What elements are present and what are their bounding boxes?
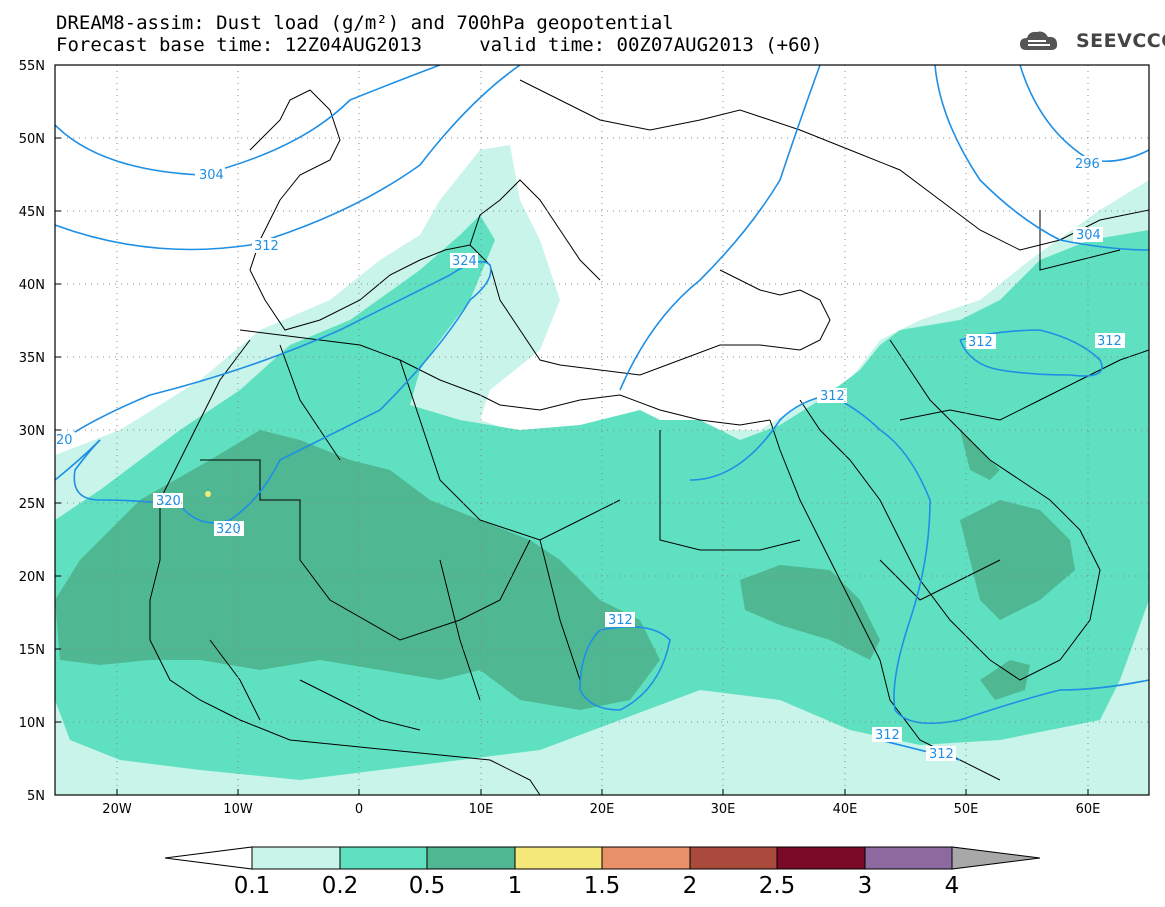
lon-label: 40E <box>833 802 858 817</box>
lat-label: 25N <box>19 497 45 512</box>
contour-labels: 304 312 324 20 320 320 312 312 312 312 3… <box>55 156 1125 762</box>
colorbar-swatch <box>601 846 691 870</box>
map-subtitle: Forecast base time: 12Z04AUG2013 valid t… <box>56 34 823 56</box>
lon-label: 20E <box>590 802 615 817</box>
contour-label: 20 <box>56 433 73 448</box>
contour-label: 312 <box>254 239 279 254</box>
cloud-logo-icon <box>1020 31 1058 50</box>
colorbar-under-arrow <box>164 846 253 870</box>
dust-region-high <box>55 430 660 710</box>
lat-label: 50N <box>19 132 45 147</box>
contour-label: 312 <box>968 335 993 350</box>
colorbar-swatch <box>689 846 778 870</box>
lon-label: 30E <box>711 802 736 817</box>
colorbar-swatch <box>864 846 953 870</box>
lat-label: 30N <box>19 424 45 439</box>
graticule <box>55 65 1149 795</box>
colorbar-swatch <box>339 846 428 870</box>
colorbar-label: 2.5 <box>759 873 796 899</box>
colorbar-swatch <box>514 846 603 870</box>
contour-label: 320 <box>216 522 241 537</box>
contour-label: 312 <box>929 747 954 762</box>
contour-label: 312 <box>1097 334 1122 349</box>
colorbar-swatch <box>776 846 866 870</box>
contour-label: 320 <box>156 494 181 509</box>
lon-label: 50E <box>954 802 979 817</box>
lon-label: 10W <box>223 802 253 817</box>
lat-label: 45N <box>19 205 45 220</box>
dust-hotspot <box>205 491 211 497</box>
lon-label: 60E <box>1076 802 1101 817</box>
dust-region-high-iran <box>960 430 1000 480</box>
longitude-labels: 20W 10W 0 10E 20E 30E 40E 50E 60E <box>102 802 1100 817</box>
lon-label: 20W <box>102 802 132 817</box>
lat-label: 35N <box>19 351 45 366</box>
dust-region-high-yemen <box>980 660 1030 700</box>
colorbar-label: 1 <box>508 873 523 899</box>
contour-label: 312 <box>820 389 845 404</box>
dust-region-high-arabia <box>960 500 1075 620</box>
logo-text: SEEVCCC <box>1076 30 1165 52</box>
colorbar-label: 0.5 <box>409 873 446 899</box>
map-title: DREAM8-assim: Dust load (g/m²) and 700hP… <box>56 12 674 34</box>
lon-label: 0 <box>355 802 363 817</box>
tick-marks <box>55 64 1089 795</box>
lat-label: 10N <box>19 716 45 731</box>
lon-label: 10E <box>469 802 494 817</box>
colorbar-label: 4 <box>945 873 960 899</box>
lat-label: 20N <box>19 570 45 585</box>
contour-label: 312 <box>608 613 633 628</box>
colorbar-label: 2 <box>683 873 698 899</box>
contour-label: 304 <box>199 168 224 183</box>
colorbar-over-arrow <box>951 846 1041 870</box>
colorbar <box>164 846 1041 870</box>
lat-label: 5N <box>27 789 45 804</box>
latitude-labels: 55N 50N 45N 40N 35N 30N 25N 20N 15N 10N … <box>19 59 45 804</box>
colorbar-label: 1.5 <box>584 873 621 899</box>
lat-label: 40N <box>19 278 45 293</box>
contour-label: 304 <box>1076 228 1101 243</box>
contour-label: 324 <box>452 254 477 269</box>
colorbar-swatch <box>251 846 341 870</box>
country-borders <box>149 79 1149 795</box>
colorbar-labels: 0.1 0.2 0.5 1 1.5 2 2.5 3 4 <box>234 873 960 899</box>
contour-label: 296 <box>1075 157 1100 172</box>
colorbar-label: 3 <box>858 873 873 899</box>
colorbar-label: 0.2 <box>322 873 359 899</box>
colorbar-label: 0.1 <box>234 873 271 899</box>
contour-label: 312 <box>875 728 900 743</box>
lat-label: 15N <box>19 643 45 658</box>
dust-region-high-east <box>740 565 880 660</box>
lat-label: 55N <box>19 59 45 74</box>
colorbar-swatch <box>426 846 516 870</box>
